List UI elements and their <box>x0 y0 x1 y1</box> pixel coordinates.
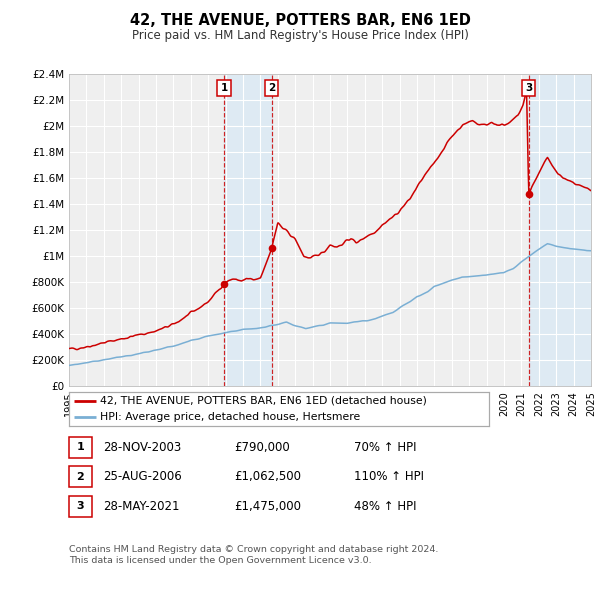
Text: 70% ↑ HPI: 70% ↑ HPI <box>354 441 416 454</box>
Text: 48% ↑ HPI: 48% ↑ HPI <box>354 500 416 513</box>
Text: £1,062,500: £1,062,500 <box>234 470 301 483</box>
Text: 28-MAY-2021: 28-MAY-2021 <box>103 500 180 513</box>
Text: £1,475,000: £1,475,000 <box>234 500 301 513</box>
Text: 28-NOV-2003: 28-NOV-2003 <box>103 441 181 454</box>
Text: £790,000: £790,000 <box>234 441 290 454</box>
Text: 110% ↑ HPI: 110% ↑ HPI <box>354 470 424 483</box>
Text: 42, THE AVENUE, POTTERS BAR, EN6 1ED: 42, THE AVENUE, POTTERS BAR, EN6 1ED <box>130 13 470 28</box>
Bar <box>529 74 599 386</box>
Text: Price paid vs. HM Land Registry's House Price Index (HPI): Price paid vs. HM Land Registry's House … <box>131 29 469 42</box>
Text: 3: 3 <box>525 83 532 93</box>
Text: 1: 1 <box>220 83 227 93</box>
Text: 25-AUG-2006: 25-AUG-2006 <box>103 470 182 483</box>
Text: 3: 3 <box>77 502 84 511</box>
Text: 42, THE AVENUE, POTTERS BAR, EN6 1ED (detached house): 42, THE AVENUE, POTTERS BAR, EN6 1ED (de… <box>101 396 427 406</box>
Text: This data is licensed under the Open Government Licence v3.0.: This data is licensed under the Open Gov… <box>69 556 371 565</box>
Text: Contains HM Land Registry data © Crown copyright and database right 2024.: Contains HM Land Registry data © Crown c… <box>69 545 439 555</box>
Text: HPI: Average price, detached house, Hertsmere: HPI: Average price, detached house, Hert… <box>101 412 361 422</box>
Text: 1: 1 <box>77 442 84 452</box>
Text: 2: 2 <box>77 472 84 481</box>
Bar <box>224 74 272 386</box>
Text: 2: 2 <box>268 83 275 93</box>
